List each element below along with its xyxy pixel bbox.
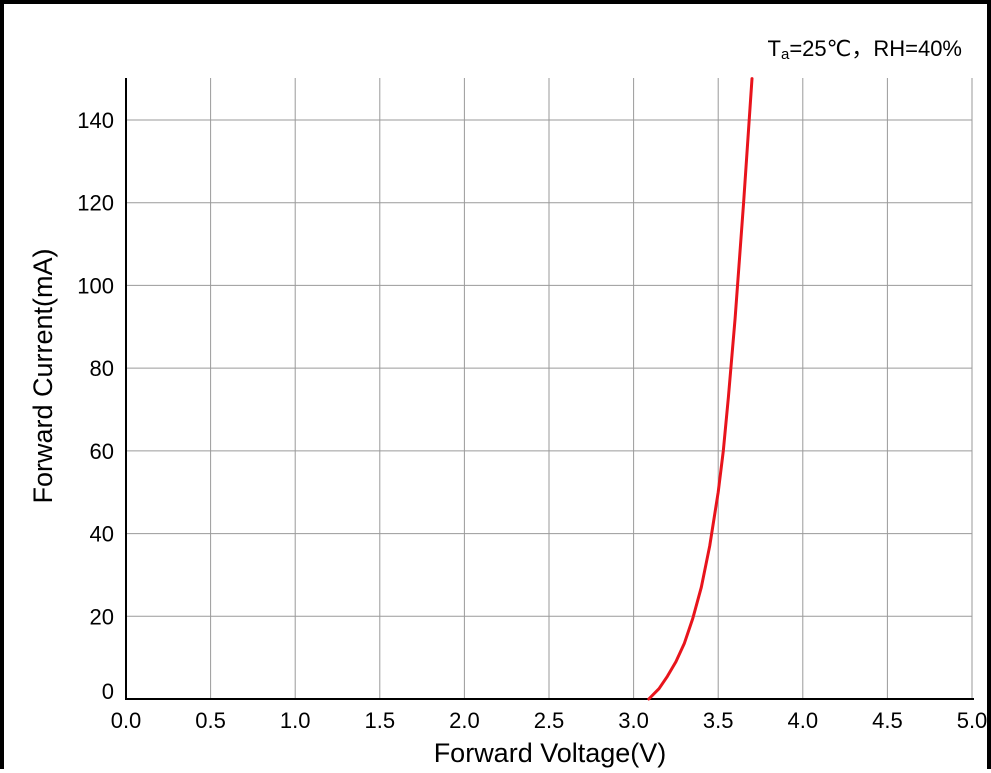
series-group <box>647 77 754 701</box>
grid-lines <box>126 78 973 699</box>
conditions-annotation: Ta=25℃，RH=40% <box>768 36 962 63</box>
conditions-annotation-subscript: a <box>781 46 790 63</box>
x-tick-label: 3.0 <box>618 708 649 733</box>
y-tick-label: 80 <box>90 356 114 381</box>
x-tick-label: 3.5 <box>703 708 734 733</box>
axes <box>125 78 974 700</box>
x-tick-label: 1.0 <box>280 708 311 733</box>
y-tick-label: 100 <box>77 273 114 298</box>
x-tick-label: 4.0 <box>788 708 819 733</box>
series-line <box>647 77 754 701</box>
x-tick-label: 0.0 <box>111 708 142 733</box>
x-tick-label: 1.5 <box>365 708 396 733</box>
x-tick-label: 4.5 <box>872 708 903 733</box>
x-tick-label: 2.5 <box>534 708 565 733</box>
x-tick-labels: 0.0 0.5 1.0 1.5 2.0 2.5 3.0 3.5 4.0 4.5 5.0 <box>111 708 988 733</box>
x-tick-label: 0.5 <box>195 708 226 733</box>
y-tick-label: 140 <box>77 108 114 133</box>
x-axis-label: Forward Voltage(V) <box>434 738 667 768</box>
iv-curve-chart: 0.0 0.5 1.0 1.5 2.0 2.5 3.0 3.5 4.0 4.5 5.0 0 20 40 6… <box>28 36 988 768</box>
conditions-annotation-rest: =25℃，RH=40% <box>789 36 962 61</box>
y-tick-label: 0 <box>102 679 114 704</box>
y-tick-label: 20 <box>90 604 114 629</box>
y-tick-labels: 0 20 40 60 80 100 120 140 <box>77 108 114 704</box>
y-tick-label: 40 <box>90 522 114 547</box>
y-tick-label: 60 <box>90 439 114 464</box>
x-tick-label: 2.0 <box>449 708 480 733</box>
y-axis-label: Forward Current(mA) <box>28 248 58 503</box>
x-tick-label: 5.0 <box>957 708 988 733</box>
y-tick-label: 120 <box>77 191 114 216</box>
